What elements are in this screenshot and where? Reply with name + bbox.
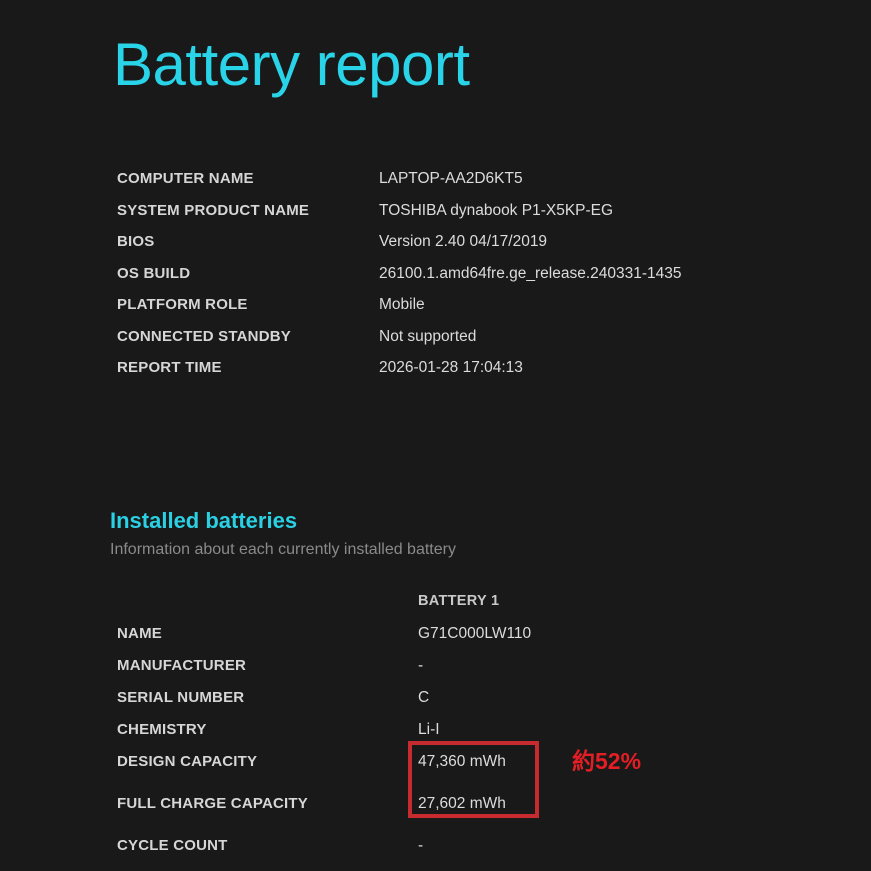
table-row: BIOS Version 2.40 04/17/2019 [117, 233, 817, 265]
table-row: FULL CHARGE CAPACITY 27,602 mWh [117, 795, 817, 837]
table-row: SYSTEM PRODUCT NAME TOSHIBA dynabook P1-… [117, 202, 817, 234]
row-value-computer-name: LAPTOP-AA2D6KT5 [379, 170, 523, 187]
row-label-chemistry: CHEMISTRY [117, 721, 207, 738]
row-label-platform-role: PLATFORM ROLE [117, 296, 248, 313]
row-label-serial-number: SERIAL NUMBER [117, 689, 245, 706]
row-value-name: G71C000LW110 [418, 625, 532, 642]
table-row: CONNECTED STANDBY Not supported [117, 328, 817, 360]
row-label-bios: BIOS [117, 233, 155, 250]
column-header-battery-1: BATTERY 1 [418, 593, 500, 609]
row-label-report-time: REPORT TIME [117, 359, 222, 376]
row-value-report-time: 2026-01-28 17:04:13 [379, 359, 523, 376]
row-value-os-build: 26100.1.amd64fre.ge_release.240331-1435 [379, 264, 682, 282]
row-value-bios: Version 2.40 04/17/2019 [379, 233, 548, 250]
row-value-chemistry: Li-I [418, 721, 440, 738]
page-title: Battery report [113, 31, 470, 98]
table-header-row: BATTERY 1 [117, 593, 817, 625]
section-title: Installed batteries [110, 508, 298, 533]
row-value-manufacturer: - [418, 657, 424, 674]
table-row: PLATFORM ROLE Mobile [117, 296, 817, 328]
row-label-connected-standby: CONNECTED STANDBY [117, 327, 291, 345]
row-value-system-product-name: TOSHIBA dynabook P1-X5KP-EG [379, 201, 614, 219]
row-label-os-build: OS BUILD [117, 264, 191, 282]
row-value-full-charge-capacity: 27,602 mWh [418, 795, 506, 812]
table-row: CYCLE COUNT - [117, 837, 817, 869]
battery-details-table: BATTERY 1 NAME G71C000LW110 MANUFACTURER… [117, 593, 817, 869]
table-row: COMPUTER NAME LAPTOP-AA2D6KT5 [117, 170, 817, 202]
row-value-serial-number: C [418, 689, 430, 706]
table-row: NAME G71C000LW110 [117, 625, 817, 657]
table-row: CHEMISTRY Li-I [117, 721, 817, 753]
row-value-connected-standby: Not supported [379, 327, 477, 345]
capacity-percentage-annotation: 約52% [572, 748, 642, 774]
table-row: OS BUILD 26100.1.amd64fre.ge_release.240… [117, 265, 817, 297]
row-value-cycle-count: - [418, 837, 424, 854]
system-info-table: COMPUTER NAME LAPTOP-AA2D6KT5 SYSTEM PRO… [117, 170, 817, 391]
section-subtitle: Information about each currently install… [110, 541, 456, 559]
row-label-computer-name: COMPUTER NAME [117, 170, 254, 187]
row-label-full-charge-capacity: FULL CHARGE CAPACITY [117, 795, 308, 812]
row-label-name: NAME [117, 625, 162, 642]
table-row: REPORT TIME 2026-01-28 17:04:13 [117, 359, 817, 391]
installed-batteries-section-header: Installed batteries Information about ea… [110, 508, 456, 560]
row-label-manufacturer: MANUFACTURER [117, 657, 247, 674]
table-row: DESIGN CAPACITY 47,360 mWh [117, 753, 817, 795]
row-label-system-product-name: SYSTEM PRODUCT NAME [117, 201, 310, 219]
row-label-design-capacity: DESIGN CAPACITY [117, 753, 258, 770]
row-label-cycle-count: CYCLE COUNT [117, 837, 228, 854]
table-row: SERIAL NUMBER C [117, 689, 817, 721]
table-row: MANUFACTURER - [117, 657, 817, 689]
row-value-platform-role: Mobile [379, 296, 425, 313]
row-value-design-capacity: 47,360 mWh [418, 753, 506, 770]
